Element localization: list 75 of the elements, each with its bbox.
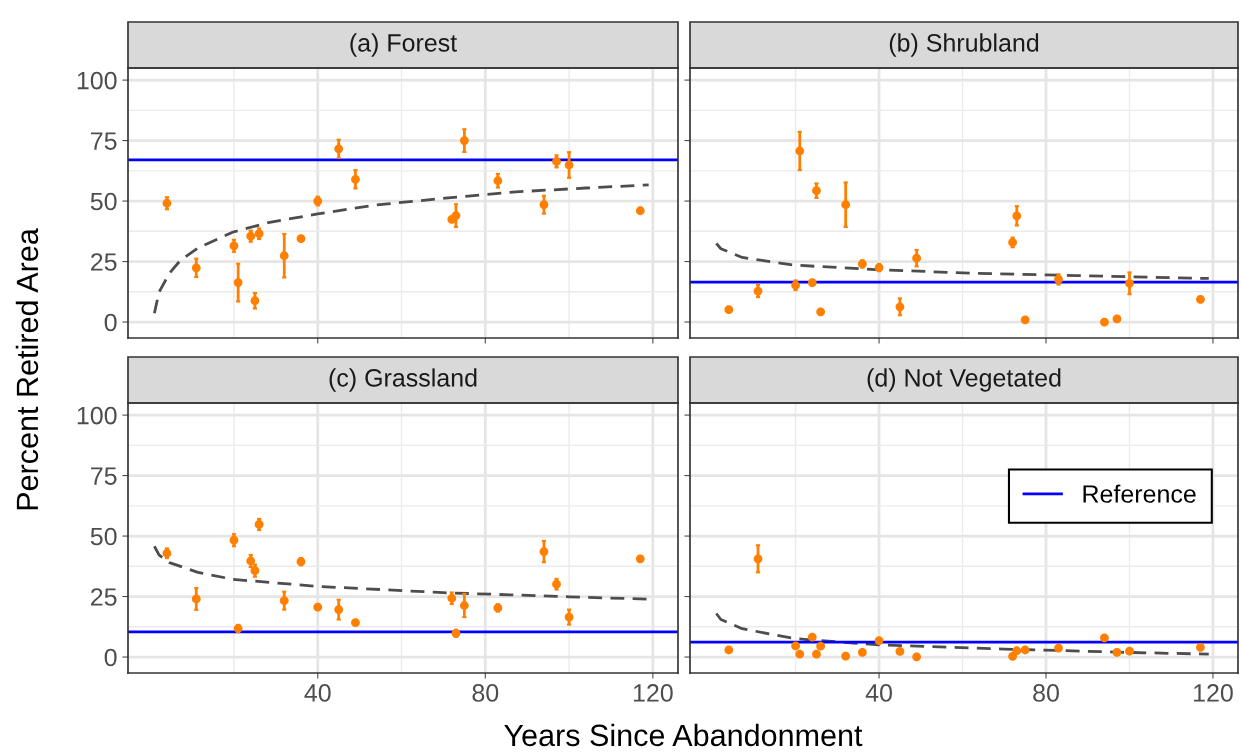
point <box>791 641 800 651</box>
point <box>1100 317 1109 327</box>
point <box>1020 645 1030 655</box>
x-tick-label: 120 <box>1194 684 1233 702</box>
point <box>1012 211 1022 221</box>
x-axis-title: Years Since Abandonment <box>504 723 863 747</box>
point <box>191 263 201 273</box>
point <box>1054 643 1063 653</box>
point <box>753 554 763 564</box>
point <box>233 278 243 287</box>
chart-title: (b) Shrubland <box>889 33 1039 57</box>
point <box>816 641 826 651</box>
point <box>1012 646 1022 656</box>
point <box>539 547 549 556</box>
point <box>841 651 851 661</box>
point <box>895 302 905 312</box>
point <box>724 645 734 655</box>
line-series <box>153 183 651 315</box>
point <box>816 307 826 317</box>
chart-title: (a) Forest <box>350 33 457 57</box>
y-tick-label: 0 <box>104 648 117 667</box>
x-tick-label: 40 <box>304 684 331 702</box>
point <box>1100 633 1109 643</box>
point <box>857 648 867 657</box>
point <box>635 554 645 564</box>
point <box>459 136 469 145</box>
point <box>912 253 922 263</box>
y-tick-label: 25 <box>91 588 117 606</box>
legend-label: Reference <box>1083 484 1196 503</box>
point <box>351 618 360 628</box>
chart-title: (d) Not Vegetated <box>867 368 1061 392</box>
point <box>895 647 905 656</box>
point <box>334 144 344 154</box>
point <box>807 632 817 642</box>
point <box>841 200 851 210</box>
point <box>1125 646 1134 656</box>
point <box>351 174 360 184</box>
y-tick-label: 75 <box>91 467 117 485</box>
point <box>459 601 469 610</box>
point <box>1125 278 1134 288</box>
point <box>1112 648 1122 657</box>
y-tick-label: 50 <box>90 192 117 211</box>
y-tick-label: 25 <box>91 253 117 271</box>
y-axis-title: Percent Retired Area <box>15 228 39 510</box>
point <box>1196 642 1205 652</box>
point <box>912 652 922 662</box>
point <box>334 605 344 614</box>
y-tick-label: 75 <box>91 132 117 150</box>
point <box>539 200 549 210</box>
point <box>635 206 645 216</box>
point <box>279 596 289 606</box>
x-tick-label: 80 <box>472 684 499 702</box>
point <box>191 594 201 604</box>
chart-title: (c) Grassland <box>329 368 477 392</box>
point <box>313 602 323 612</box>
y-tick-label: 0 <box>104 313 117 332</box>
point <box>795 649 805 659</box>
x-tick-label: 80 <box>1033 684 1059 702</box>
point <box>812 649 821 659</box>
point <box>795 146 805 156</box>
point <box>1196 294 1205 304</box>
x-tick-label: 40 <box>865 684 892 702</box>
y-tick-label: 100 <box>77 406 117 425</box>
point <box>564 160 574 170</box>
point <box>279 251 289 261</box>
y-tick-label: 50 <box>90 527 117 546</box>
y-tick-label: 100 <box>77 71 117 90</box>
point <box>807 278 817 287</box>
x-tick-label: 120 <box>633 684 673 702</box>
point <box>1020 315 1030 325</box>
point <box>724 305 734 315</box>
point <box>874 636 884 645</box>
point <box>451 211 461 220</box>
point <box>296 234 306 243</box>
point <box>1112 314 1122 324</box>
